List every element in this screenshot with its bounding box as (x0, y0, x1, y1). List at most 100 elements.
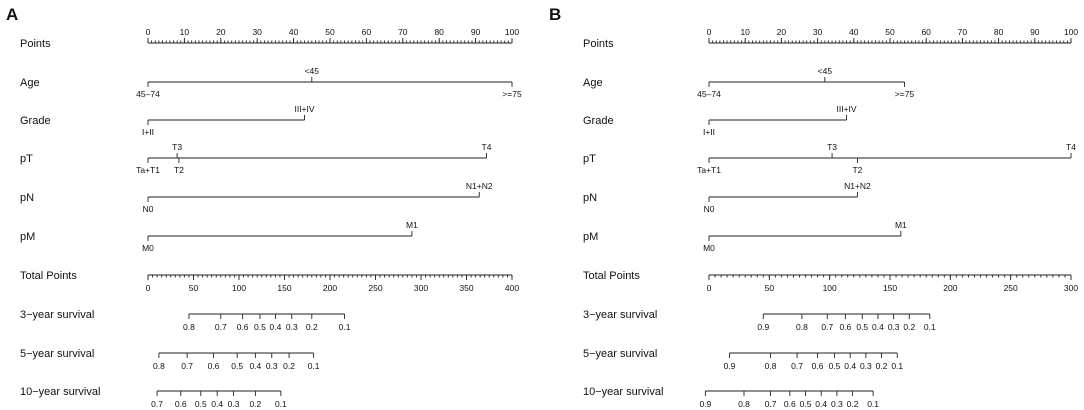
level-label-pt: T3 (827, 142, 837, 152)
5-year-survival-tick-label: 0.5 (231, 361, 243, 371)
5-year-survival-tick-label: 0.5 (829, 361, 841, 371)
3-year-survival-tick-label: 0.4 (269, 322, 281, 332)
points-tick-label: 40 (849, 27, 859, 37)
level-label-grade: I+II (703, 127, 715, 137)
row-label-points: Points (583, 38, 614, 50)
10-year-survival-tick-label: 0.8 (738, 399, 750, 409)
level-label-age: >=75 (895, 89, 915, 99)
points-tick-label: 70 (398, 27, 408, 37)
5-year-survival-tick-label: 0.8 (765, 361, 777, 371)
points-tick-label: 90 (471, 27, 481, 37)
points-tick-label: 10 (740, 27, 750, 37)
level-label-pn: N1+N2 (844, 181, 871, 191)
total-points-tick-label: 250 (368, 283, 382, 293)
3-year-survival-tick-label: 0.3 (286, 322, 298, 332)
total-points-tick-label: 150 (883, 283, 897, 293)
points-tick-label: 30 (252, 27, 262, 37)
row-label-total-points: Total Points (20, 270, 77, 282)
3-year-survival-tick-label: 0.5 (856, 322, 868, 332)
points-tick-label: 60 (921, 27, 931, 37)
total-points-tick-label: 100 (823, 283, 837, 293)
level-label-pt: T3 (172, 142, 182, 152)
10-year-survival-tick-label: 0.5 (800, 399, 812, 409)
level-label-pt: T2 (174, 165, 184, 175)
10-year-survival-tick-label: 0.4 (211, 399, 223, 409)
row-label-5-year-survival: 5−year survival (20, 348, 94, 360)
panel-label-b: B (549, 5, 561, 24)
5-year-survival-tick-label: 0.1 (891, 361, 903, 371)
level-label-grade: I+II (142, 127, 154, 137)
points-tick-label: 20 (216, 27, 226, 37)
10-year-survival-tick-label: 0.7 (765, 399, 777, 409)
10-year-survival-tick-label: 0.5 (195, 399, 207, 409)
3-year-survival-tick-label: 0.9 (757, 322, 769, 332)
10-year-survival-tick-label: 0.3 (831, 399, 843, 409)
level-label-age: >=75 (502, 89, 522, 99)
3-year-survival-tick-label: 0.4 (872, 322, 884, 332)
level-label-pn: N0 (704, 204, 715, 214)
10-year-survival-tick-label: 0.9 (699, 399, 711, 409)
level-label-pn: N0 (143, 204, 154, 214)
level-label-pm: M0 (142, 243, 154, 253)
10-year-survival-tick-label: 0.1 (275, 399, 287, 409)
3-year-survival-tick-label: 0.7 (821, 322, 833, 332)
10-year-survival-tick-label: 0.2 (847, 399, 859, 409)
3-year-survival-tick-label: 0.1 (924, 322, 936, 332)
points-tick-label: 100 (505, 27, 519, 37)
5-year-survival-tick-label: 0.3 (266, 361, 278, 371)
nomogram-panel-a: A Points 0 10 20 30 40 50 60 70 80 90 100 Age 45–74 <4… (6, 5, 522, 409)
5-year-survival-tick-label: 0.7 (791, 361, 803, 371)
points-tick-label: 0 (146, 27, 151, 37)
3-year-survival-tick-label: 0.2 (306, 322, 318, 332)
row-label-3-year-survival: 3−year survival (583, 309, 657, 321)
3-year-survival-tick-label: 0.8 (183, 322, 195, 332)
3-year-survival-tick-label: 0.6 (237, 322, 249, 332)
3-year-survival-tick-label: 0.2 (903, 322, 915, 332)
5-year-survival-tick-label: 0.8 (153, 361, 165, 371)
total-points-tick-label: 50 (765, 283, 775, 293)
level-label-pm: M0 (703, 243, 715, 253)
10-year-survival-tick-label: 0.2 (249, 399, 261, 409)
total-points-tick-label: 0 (146, 283, 151, 293)
row-label-age: Age (583, 77, 603, 89)
total-points-tick-label: 150 (277, 283, 291, 293)
5-year-survival-tick-label: 0.1 (308, 361, 320, 371)
level-label-pt: Ta+T1 (697, 165, 721, 175)
panel-label-a: A (6, 5, 18, 24)
total-points-tick-label: 300 (1064, 283, 1078, 293)
row-label-pt: pT (20, 153, 33, 165)
10-year-survival-tick-label: 0.6 (784, 399, 796, 409)
row-label-total-points: Total Points (583, 270, 640, 282)
points-tick-label: 0 (707, 27, 712, 37)
5-year-survival-tick-label: 0.7 (181, 361, 193, 371)
3-year-survival-tick-label: 0.1 (339, 322, 351, 332)
total-points-tick-label: 50 (189, 283, 199, 293)
points-tick-label: 100 (1064, 27, 1078, 37)
row-label-3-year-survival: 3−year survival (20, 309, 94, 321)
points-tick-label: 20 (777, 27, 787, 37)
total-points-tick-label: 300 (414, 283, 428, 293)
points-tick-label: 90 (1030, 27, 1040, 37)
row-label-pn: pN (20, 192, 34, 204)
level-label-age: <45 (305, 66, 320, 76)
level-label-age: 45–74 (136, 89, 160, 99)
level-label-pm: M1 (406, 220, 418, 230)
total-points-tick-label: 250 (1004, 283, 1018, 293)
total-points-tick-label: 400 (505, 283, 519, 293)
10-year-survival-tick-label: 0.4 (815, 399, 827, 409)
row-label-pm: pM (583, 231, 598, 243)
points-tick-label: 50 (325, 27, 335, 37)
3-year-survival-tick-label: 0.5 (254, 322, 266, 332)
3-year-survival-tick-label: 0.3 (888, 322, 900, 332)
row-label-10-year-survival: 10−year survival (583, 386, 663, 398)
level-label-age: <45 (818, 66, 833, 76)
level-label-pt: T4 (1066, 142, 1076, 152)
5-year-survival-tick-label: 0.2 (876, 361, 888, 371)
10-year-survival-tick-label: 0.6 (175, 399, 187, 409)
level-label-grade: III+IV (837, 104, 857, 114)
level-label-pm: M1 (895, 220, 907, 230)
row-label-age: Age (20, 77, 40, 89)
5-year-survival-tick-label: 0.4 (844, 361, 856, 371)
points-tick-label: 60 (362, 27, 372, 37)
